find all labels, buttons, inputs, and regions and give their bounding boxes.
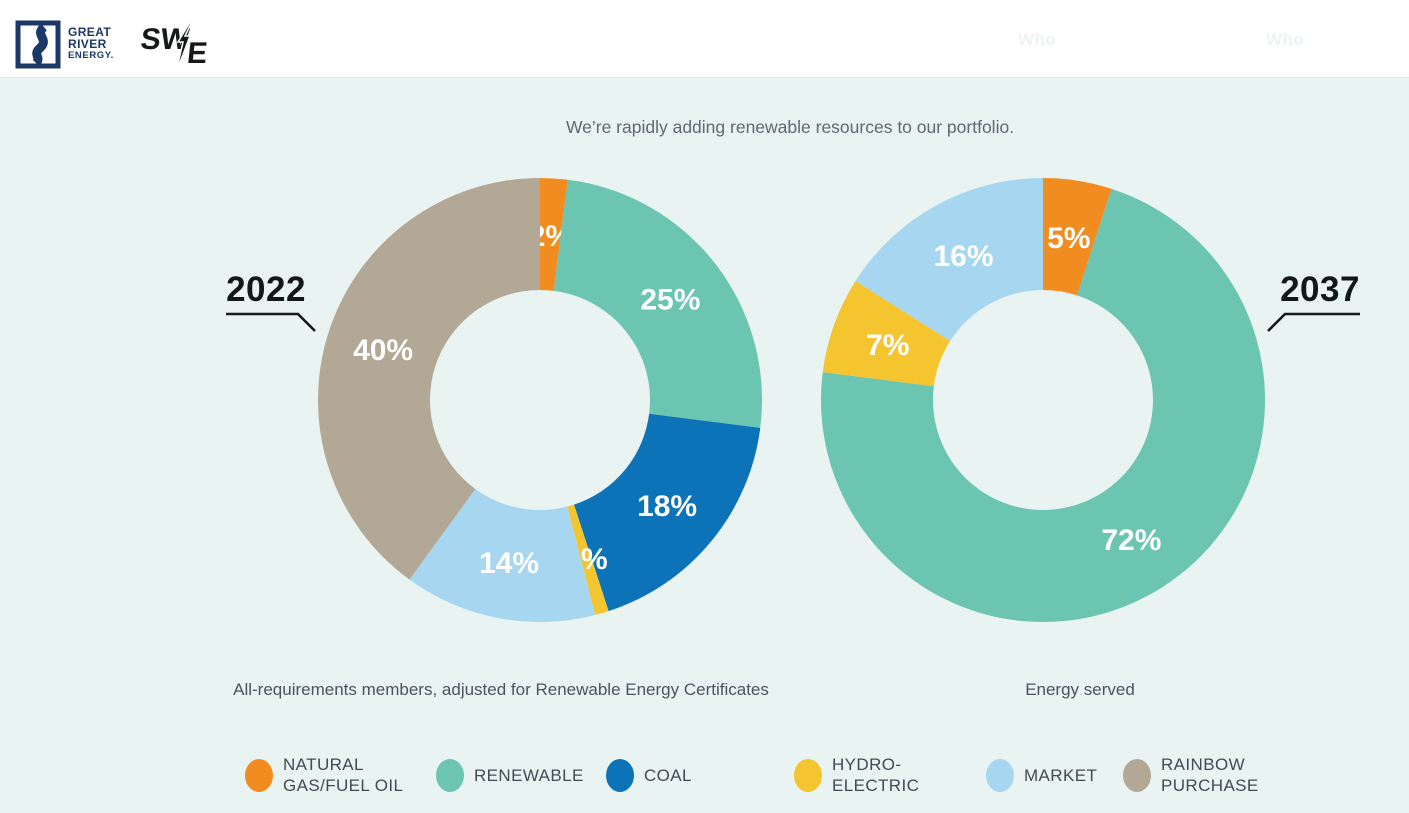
donut-slice-value-hydro-electric: 7% — [866, 329, 909, 362]
legend-label-market: MARKET — [1024, 765, 1098, 785]
year-label-2037: 2037 — [1280, 270, 1360, 309]
legend-item-renewable: RENEWABLE — [436, 754, 584, 796]
page-title: We’re rapidly adding renewable resources… — [565, 116, 1015, 137]
legend-label-rainbow-purchase: RAINBOW PURCHASE — [1161, 755, 1259, 795]
donut-slice-value-market: 16% — [933, 240, 993, 273]
donut-slice-rainbow-purchase — [318, 178, 540, 580]
donut-slice-renewable — [553, 179, 763, 428]
legend-item-natural-gas-fuel-oil: NATURAL GAS/FUEL OIL — [245, 754, 403, 796]
legend-item-rainbow-purchase: RAINBOW PURCHASE — [1123, 754, 1259, 796]
donut-slice-hydro-electric — [567, 504, 609, 616]
donut-slice-natural-gas-fuel-oil — [1043, 178, 1112, 296]
great-river-energy-mark-icon — [15, 20, 61, 68]
donut-slice-value-renewable: 72% — [1101, 524, 1161, 557]
donut-slice-value-renewable: 25% — [640, 284, 700, 317]
great-river-energy-logo[interactable]: GREAT RIVER ENERGY. — [15, 18, 114, 70]
year-label-2022: 2022 — [226, 270, 306, 309]
legend-dot-renewable — [436, 758, 464, 792]
caption-2037: Energy served — [1025, 680, 1135, 699]
donut-slice-natural-gas-fuel-oil — [540, 178, 568, 291]
caption-2022: All-requirements members, adjusted for R… — [233, 680, 769, 699]
swce-logo[interactable]: SW E — [136, 8, 216, 78]
donut-slice-hydro-electric — [822, 281, 951, 387]
donut-slice-value-coal: 18% — [637, 490, 697, 523]
legend-dot-rainbow-purchase — [1123, 758, 1151, 792]
donut-slice-renewable — [820, 188, 1265, 623]
donut-chart-2022: 2%25%18%1%14%40% — [318, 178, 763, 623]
legend-item-hydro-electric: HYDRO- ELECTRIC — [794, 754, 919, 796]
swce-logo-icon: SW E — [139, 8, 209, 74]
legend-item-coal: COAL — [606, 754, 692, 796]
year-2022-leader-line — [226, 312, 316, 332]
great-river-energy-wordmark: GREAT RIVER ENERGY. — [68, 24, 114, 61]
year-2037-leader-line — [1267, 312, 1360, 332]
donut-slice-coal — [573, 413, 761, 612]
donut-slice-market — [855, 178, 1043, 342]
legend-dot-coal — [606, 758, 634, 792]
header: GREAT RIVER ENERGY. SW E Who Who — [0, 0, 1409, 78]
donut-slice-value-natural-gas-fuel-oil: 5% — [1047, 222, 1090, 255]
nav-item-ghost-1[interactable]: Who — [1018, 30, 1057, 49]
legend-label-hydro-electric: HYDRO- ELECTRIC — [832, 755, 920, 795]
donut-chart-2037: 5% 72% 7% 16% — [820, 178, 1265, 623]
legend-label-coal: COAL — [644, 765, 692, 785]
logo-group: GREAT RIVER ENERGY. SW E — [15, 8, 216, 78]
legend-item-market: MARKET — [986, 754, 1097, 796]
legend-dot-market — [986, 758, 1014, 792]
legend-label-natural-gas-fuel-oil: NATURAL GAS/FUEL OIL — [283, 755, 404, 795]
legend-dot-hydro-electric — [794, 758, 822, 792]
legend-dot-natural-gas-fuel-oil — [245, 758, 273, 792]
legend-label-renewable: RENEWABLE — [474, 765, 584, 785]
donut-slice-market — [409, 488, 596, 623]
nav-item-ghost-2[interactable]: Who — [1266, 30, 1305, 49]
donut-slice-value-market: 14% — [479, 547, 539, 580]
svg-text:E: E — [185, 37, 208, 70]
donut-slice-value-rainbow-purchase: 40% — [353, 334, 413, 367]
